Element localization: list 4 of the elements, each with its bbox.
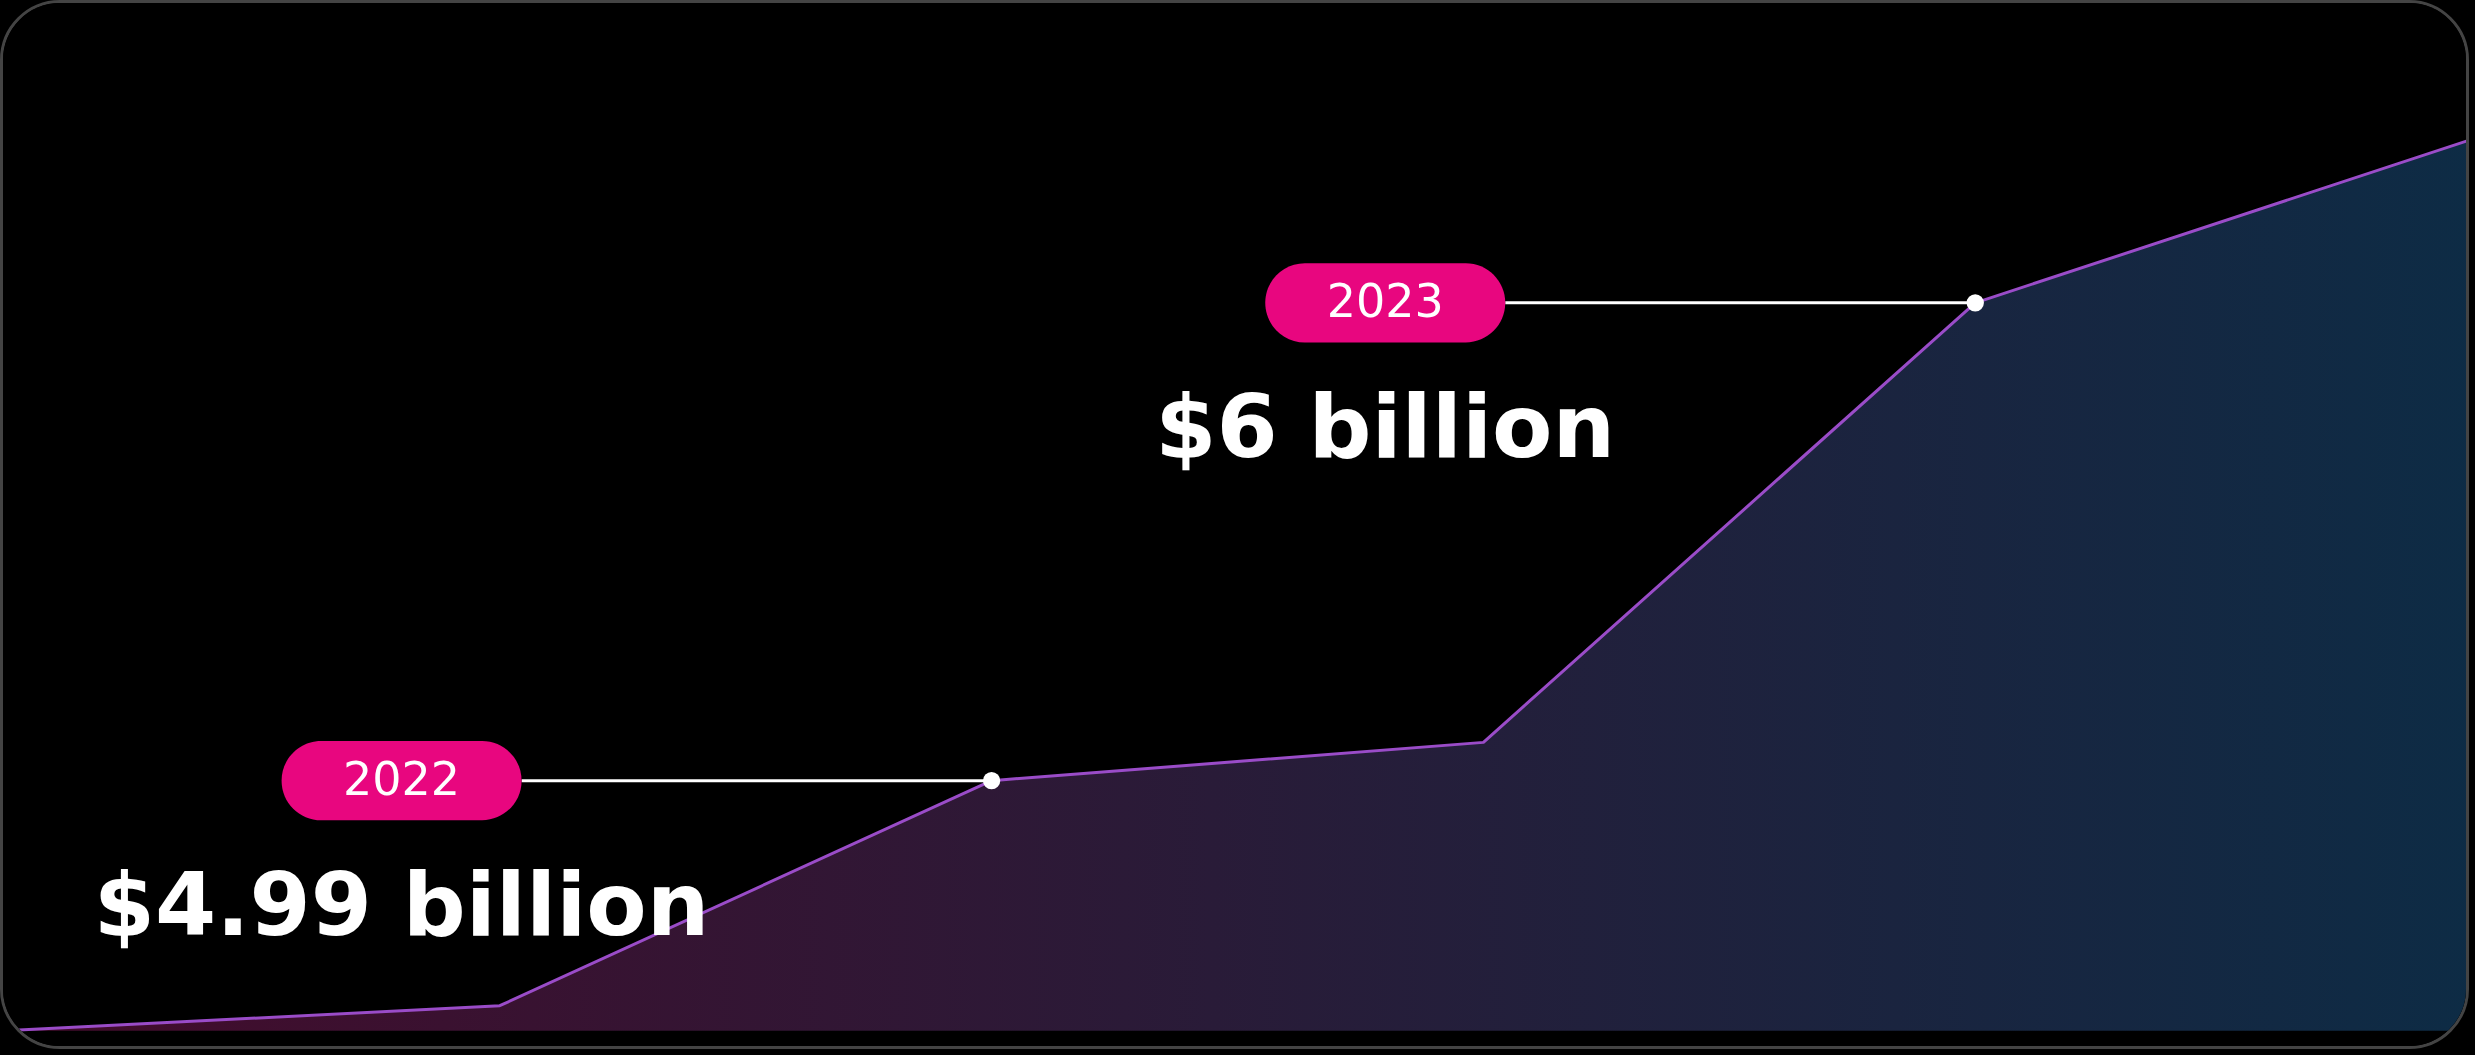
annotation: 2023 — [1326, 273, 1444, 328]
text: $6 billion — [1155, 374, 1616, 478]
text: $4.99 billion — [93, 852, 710, 956]
annotation: 2022 — [343, 751, 461, 806]
